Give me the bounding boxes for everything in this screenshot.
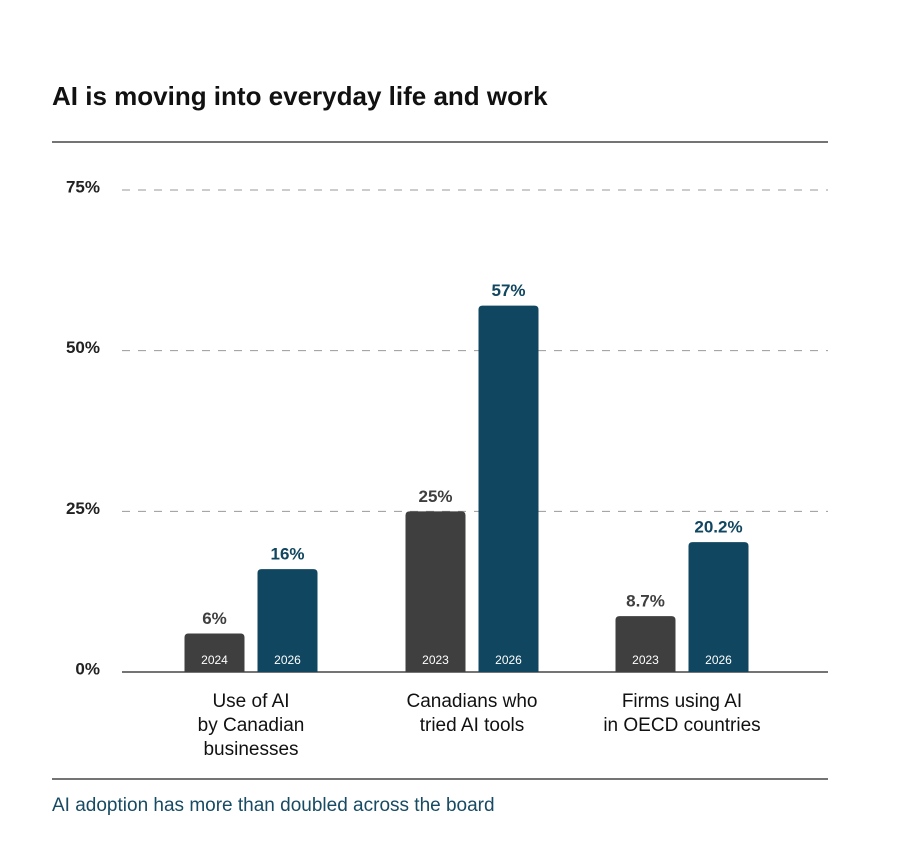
data-label: 8.7% — [626, 592, 665, 611]
x-tick-label: businesses — [203, 739, 298, 760]
data-label: 6% — [202, 609, 227, 628]
y-tick-label: 75% — [66, 177, 100, 196]
x-tick-label: in OECD countries — [603, 715, 760, 736]
bar-year: 2023 — [422, 653, 449, 667]
bar — [615, 616, 676, 672]
bar — [257, 569, 318, 672]
caption: AI adoption has more than doubled across… — [52, 795, 495, 816]
y-tick-label: 50% — [66, 338, 100, 357]
data-label: 16% — [270, 545, 304, 564]
bar — [184, 633, 245, 672]
bar-year: 2026 — [274, 653, 301, 667]
data-label: 20.2% — [694, 518, 742, 537]
bar-year: 2026 — [495, 653, 522, 667]
bar — [688, 542, 749, 672]
x-tick-label: Firms using AI — [622, 691, 742, 712]
y-tick-label: 25% — [66, 499, 100, 518]
bar — [478, 305, 539, 672]
x-tick-label: tried AI tools — [420, 715, 525, 736]
data-label: 57% — [491, 281, 525, 300]
x-tick-label: by Canadian — [198, 715, 305, 736]
bar-year: 2026 — [705, 653, 732, 667]
bar-year: 2024 — [201, 653, 228, 667]
bar-year: 2023 — [632, 653, 659, 667]
bar — [405, 511, 466, 672]
chart-title: AI is moving into everyday life and work — [52, 81, 548, 111]
data-label: 25% — [418, 487, 452, 506]
y-tick-label: 0% — [75, 659, 100, 678]
x-tick-label: Use of AI — [212, 691, 289, 712]
x-tick-label: Canadians who — [407, 691, 538, 712]
